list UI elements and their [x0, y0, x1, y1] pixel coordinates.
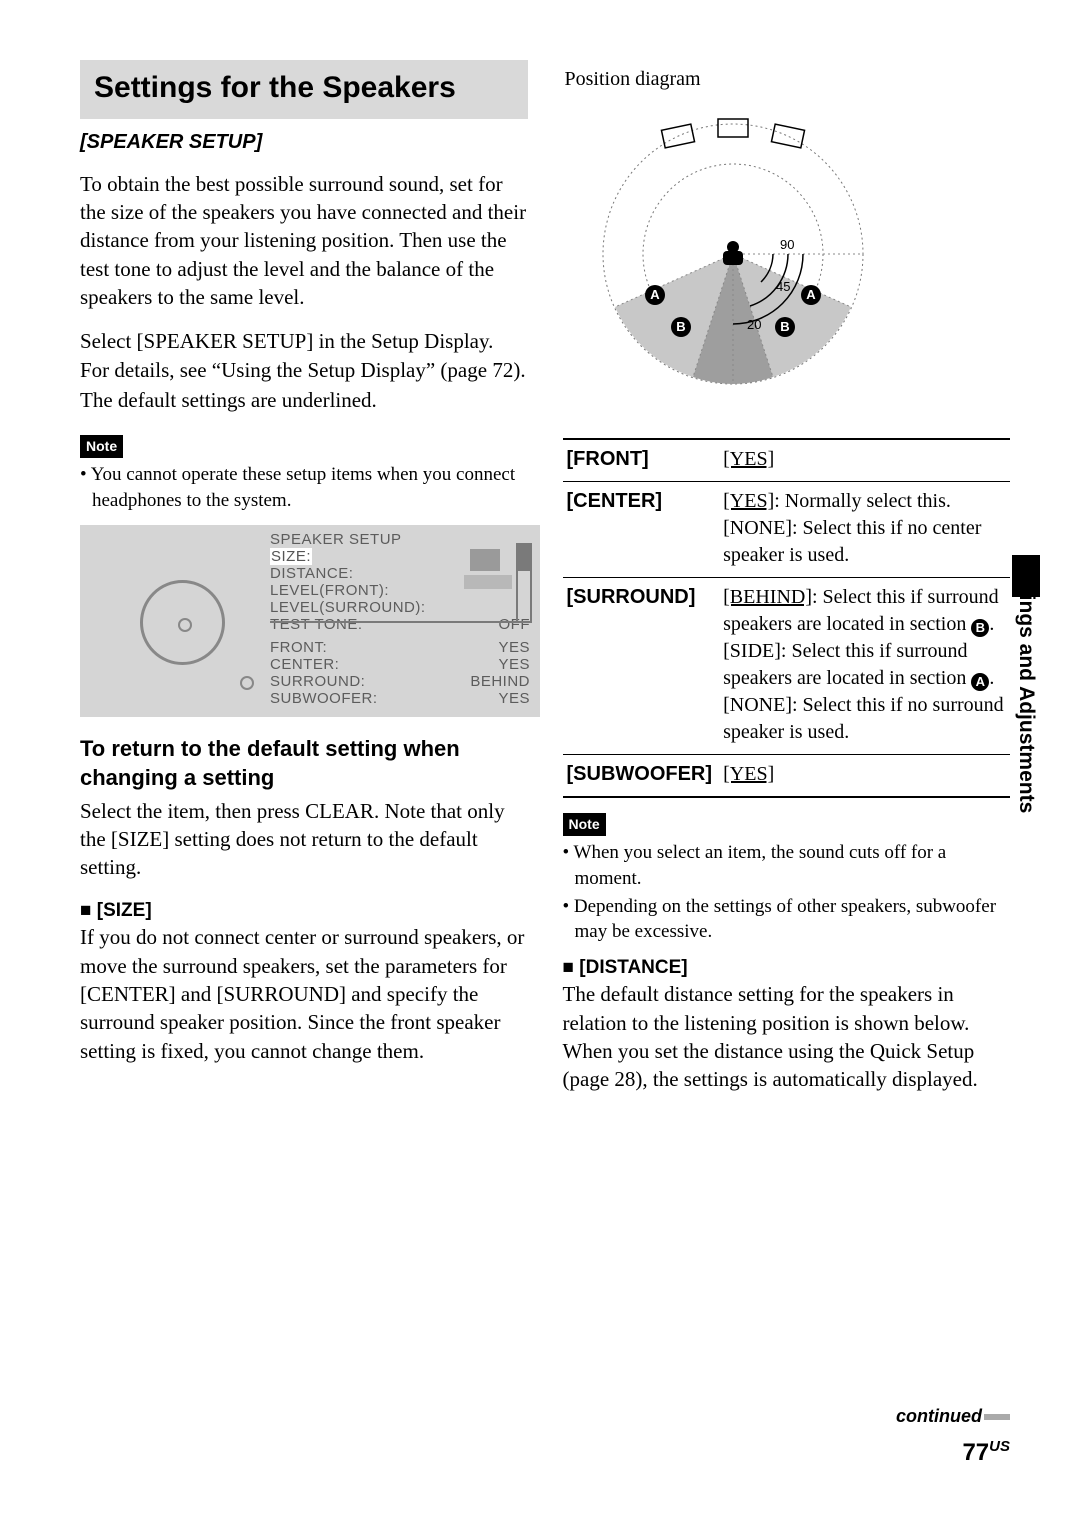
page-footer: continued 77US — [896, 1402, 1010, 1469]
svg-text:B: B — [780, 319, 789, 334]
return-heading: To return to the default setting when ch… — [80, 735, 528, 792]
svg-text:20: 20 — [747, 317, 761, 332]
size-heading: [SIZE] — [80, 898, 528, 924]
return-para: Select the item, then press CLEAR. Note … — [80, 797, 528, 882]
table-row: [FRONT][YES] — [563, 439, 1011, 482]
note-label: Note — [80, 435, 123, 458]
table-row: [SUBWOOFER][YES] — [563, 755, 1011, 798]
listener-icon — [723, 241, 743, 265]
note-text: • You cannot operate these setup items w… — [80, 462, 528, 513]
page-title: Settings for the Speakers — [94, 68, 514, 109]
intro-p1: To obtain the best possible surround sou… — [80, 170, 528, 312]
section-label: [SPEAKER SETUP] — [80, 129, 528, 156]
svg-text:90: 90 — [780, 237, 794, 252]
osd-row: SUBWOOFER:YES — [270, 690, 530, 707]
svg-text:B: B — [676, 319, 685, 334]
position-diagram: 90 45 20 A A B B — [563, 99, 903, 419]
intro-p3: The default settings are underlined. — [80, 386, 528, 414]
osd-row: LEVEL(SURROUND): — [270, 599, 530, 616]
osd-row: TEST TONE:OFF — [270, 616, 530, 633]
intro-p2: Select [SPEAKER SETUP] in the Setup Disp… — [80, 327, 528, 384]
svg-text:A: A — [650, 287, 660, 302]
svg-text:A: A — [806, 287, 816, 302]
page-title-box: Settings for the Speakers — [80, 60, 528, 119]
size-para: If you do not connect center or surround… — [80, 923, 528, 1065]
osd-header: SPEAKER SETUP — [270, 531, 530, 548]
note2-t2: • Depending on the settings of other spe… — [563, 894, 1011, 945]
side-tab: Settings and Adjustments — [1016, 555, 1040, 813]
osd-row: FRONT:YES — [270, 639, 530, 656]
osd-row: SURROUND:BEHIND — [270, 673, 530, 690]
svg-text:45: 45 — [776, 279, 790, 294]
osd-row: CENTER:YES — [270, 656, 530, 673]
note2-t1: • When you select an item, the sound cut… — [563, 840, 1011, 891]
position-diagram-label: Position diagram — [565, 66, 1011, 93]
table-row: [CENTER][YES]: Normally select this.[NON… — [563, 482, 1011, 578]
osd-panel: SPEAKER SETUP SIZE:DISTANCE:LEVEL(FRONT)… — [270, 531, 530, 707]
note-label-2: Note — [563, 813, 606, 836]
continued-label: continued — [896, 1406, 982, 1426]
distance-para: The default distance setting for the spe… — [563, 980, 1011, 1093]
speaker-table: [FRONT][YES][CENTER][YES]: Normally sele… — [563, 438, 1011, 798]
osd-screenshot: SPEAKER SETUP SIZE:DISTANCE:LEVEL(FRONT)… — [80, 525, 540, 717]
distance-heading: [DISTANCE] — [563, 955, 1011, 981]
table-row: [SURROUND][BEHIND]: Select this if surro… — [563, 578, 1011, 755]
